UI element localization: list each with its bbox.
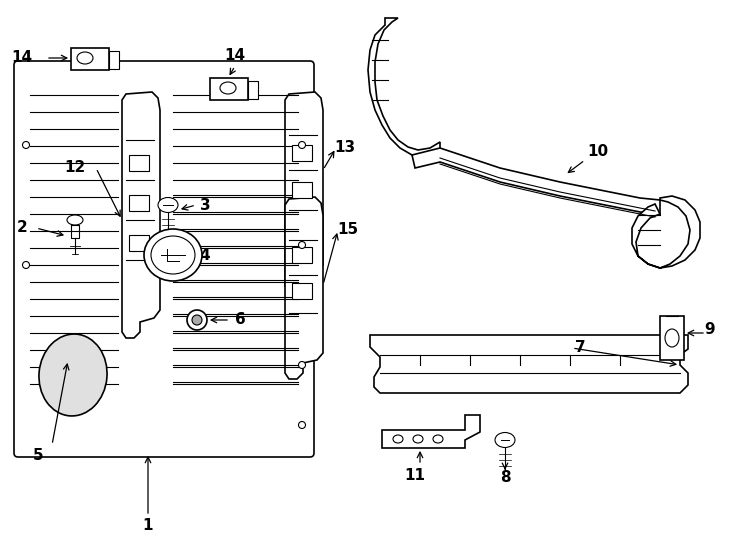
Bar — [660, 316, 684, 360]
FancyBboxPatch shape — [14, 61, 314, 457]
Bar — [292, 182, 312, 198]
Ellipse shape — [220, 82, 236, 94]
Text: 14: 14 — [225, 48, 246, 63]
Ellipse shape — [495, 433, 515, 448]
Ellipse shape — [192, 315, 202, 325]
Text: 6: 6 — [235, 313, 245, 327]
Polygon shape — [122, 92, 160, 338]
Bar — [129, 155, 149, 171]
Ellipse shape — [187, 310, 207, 330]
Bar — [109, 51, 119, 69]
Text: 13: 13 — [335, 140, 355, 156]
Bar — [129, 195, 149, 211]
Bar — [71, 48, 109, 70]
Ellipse shape — [23, 141, 29, 149]
Text: 1: 1 — [142, 517, 153, 532]
Text: 9: 9 — [705, 322, 716, 338]
Polygon shape — [370, 335, 688, 393]
Bar — [292, 145, 312, 161]
Text: 12: 12 — [65, 160, 86, 176]
Ellipse shape — [413, 435, 423, 443]
Bar — [248, 81, 258, 99]
Ellipse shape — [299, 422, 305, 429]
Text: 10: 10 — [587, 145, 608, 159]
Text: 4: 4 — [200, 247, 211, 262]
Text: 8: 8 — [500, 470, 510, 485]
Ellipse shape — [77, 52, 93, 64]
Text: 15: 15 — [338, 222, 359, 238]
Ellipse shape — [299, 361, 305, 368]
Polygon shape — [382, 415, 480, 448]
Bar — [151, 247, 179, 263]
Text: 3: 3 — [200, 198, 211, 213]
Ellipse shape — [299, 141, 305, 149]
Text: 14: 14 — [12, 51, 32, 65]
Bar — [210, 78, 248, 100]
Polygon shape — [368, 18, 440, 158]
Text: 2: 2 — [17, 220, 27, 235]
Text: 7: 7 — [575, 341, 585, 355]
Ellipse shape — [39, 334, 107, 416]
Polygon shape — [412, 148, 660, 214]
Ellipse shape — [433, 435, 443, 443]
Text: 11: 11 — [404, 468, 426, 483]
Polygon shape — [285, 197, 323, 379]
Ellipse shape — [159, 251, 171, 260]
Polygon shape — [632, 196, 700, 268]
Bar — [292, 247, 312, 263]
Ellipse shape — [393, 435, 403, 443]
Ellipse shape — [144, 229, 202, 281]
Text: 5: 5 — [33, 448, 43, 462]
Ellipse shape — [151, 236, 195, 274]
Ellipse shape — [665, 329, 679, 347]
Ellipse shape — [23, 261, 29, 268]
Bar — [129, 235, 149, 251]
Ellipse shape — [67, 215, 83, 225]
Ellipse shape — [158, 198, 178, 213]
Bar — [292, 283, 312, 299]
Ellipse shape — [299, 241, 305, 248]
Polygon shape — [285, 92, 323, 292]
